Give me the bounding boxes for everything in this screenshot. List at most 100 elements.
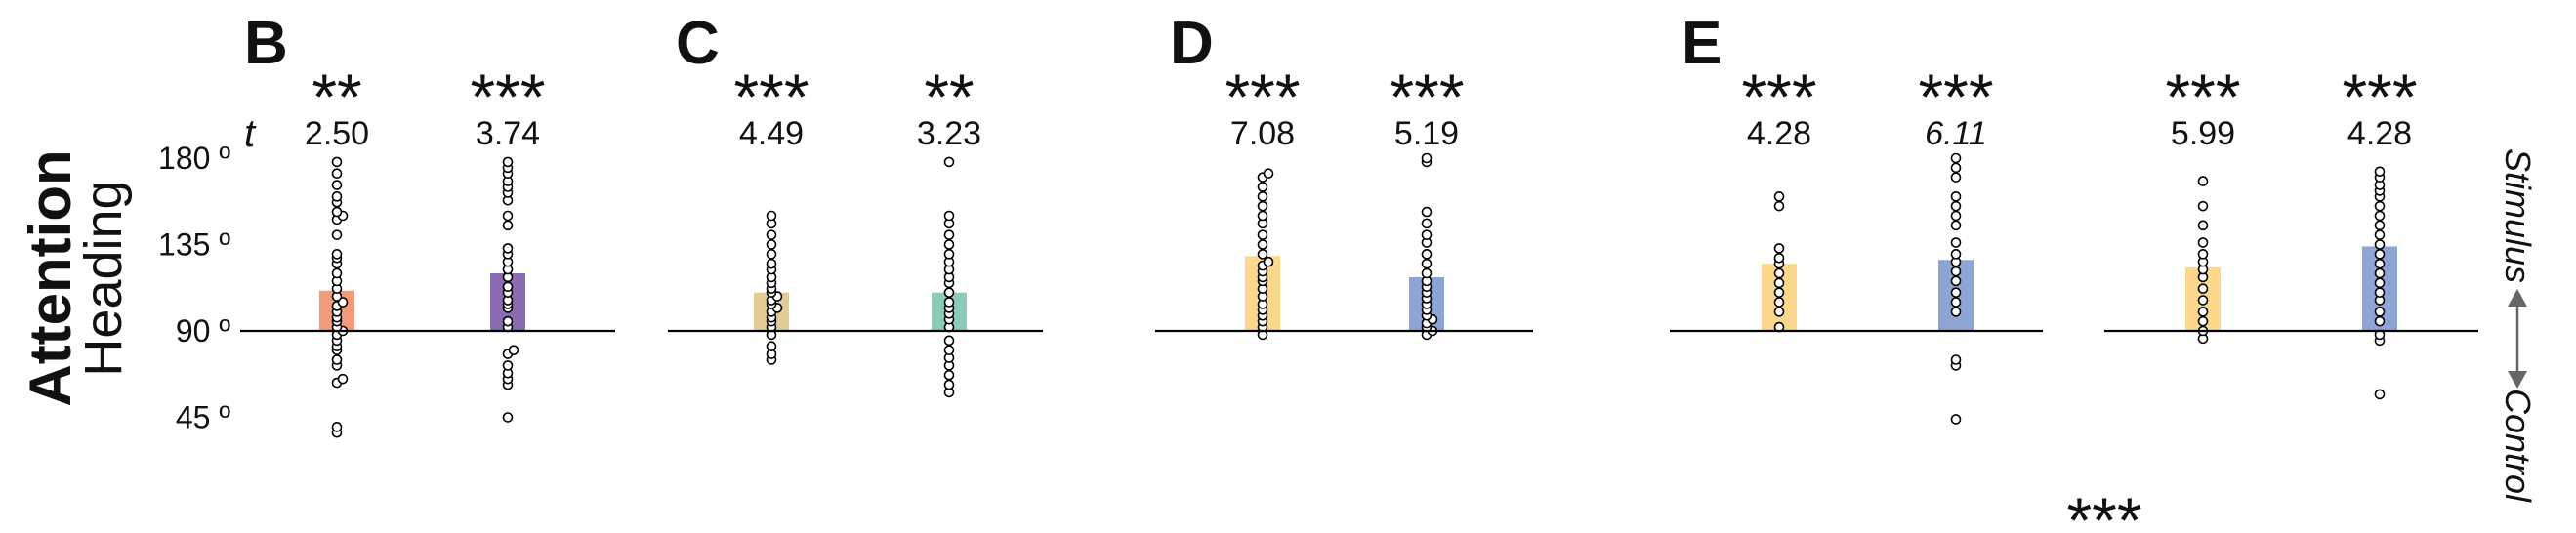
data-point: [502, 156, 514, 168]
significance-stars: ***: [1918, 61, 1993, 133]
data-point: [2374, 315, 2386, 327]
data-point: [2374, 287, 2386, 298]
panel-letter: D: [1170, 10, 1214, 77]
data-point: [1950, 414, 1962, 425]
data-point: [1421, 229, 1433, 240]
arrow-down-icon: [2508, 371, 2527, 389]
data-point: [1950, 354, 1962, 365]
data-point: [943, 239, 955, 250]
data-point: [2374, 166, 2386, 178]
data-point: [331, 422, 343, 432]
panel-letter: E: [1682, 10, 1722, 77]
data-point: [1950, 220, 1962, 231]
data-point: [2374, 267, 2386, 279]
significance-stars: ***: [2165, 61, 2240, 133]
data-point: [766, 210, 777, 222]
data-point: [1773, 277, 1785, 289]
data-point: [502, 220, 514, 231]
data-point: [1950, 266, 1962, 277]
data-point: [502, 210, 514, 222]
data-point: [1773, 287, 1785, 298]
significance-stars: ***: [1225, 61, 1300, 133]
data-point: [1950, 210, 1962, 222]
data-point: [508, 345, 519, 355]
data-point: [1773, 297, 1785, 308]
data-point: [331, 191, 343, 202]
data-point: [1950, 249, 1962, 260]
data-point: [943, 335, 955, 347]
data-point: [2374, 210, 2386, 222]
data-point: [1421, 267, 1433, 279]
data-point: [1773, 243, 1785, 254]
control-label: Control: [2498, 389, 2538, 503]
data-point: [331, 249, 343, 260]
data-point: [2374, 229, 2386, 240]
data-point: [2374, 389, 2386, 400]
panel-b: B **2.50 ***3.74: [240, 10, 615, 438]
data-point: [1257, 229, 1268, 240]
data-point: [1421, 152, 1433, 164]
data-point: [943, 287, 955, 298]
data-point: [2374, 277, 2386, 289]
data-point: [943, 156, 955, 168]
t-statistic-label: t: [244, 112, 257, 155]
panel-e: E***4.28***6.11: [1670, 10, 2043, 425]
data-point: [1257, 191, 1268, 202]
t-value: 2.50: [305, 115, 369, 152]
data-point: [943, 345, 955, 355]
stimulus-label: Stimulus: [2498, 148, 2538, 283]
data-point: [1950, 307, 1962, 317]
arrow-up-icon: [2508, 289, 2527, 307]
data-point: [943, 229, 955, 240]
data-point: [331, 180, 343, 190]
data-point: [502, 315, 514, 327]
t-value: 4.28: [2347, 115, 2412, 152]
significance-stars: ***: [1389, 61, 1464, 133]
data-point: [1263, 256, 1274, 267]
data-point: [1950, 297, 1962, 308]
data-point: [2197, 220, 2209, 231]
data-point: [331, 156, 343, 168]
data-point: [1257, 210, 1268, 222]
data-point: [1950, 200, 1962, 212]
data-point: [943, 369, 955, 381]
y-tick-label: 90 º: [176, 313, 230, 348]
data-point: [331, 229, 343, 240]
panel-letter: B: [244, 10, 288, 77]
data-point: [331, 354, 343, 365]
y-axis-title-group: Attention Heading: [18, 149, 133, 406]
significance-stars: ***: [2342, 61, 2417, 133]
data-point: [766, 239, 777, 250]
data-point: [1421, 249, 1433, 260]
data-point: [1773, 200, 1785, 212]
t-value: 4.49: [739, 115, 804, 152]
panel-e2: ***5.99***4.28: [2104, 61, 2478, 400]
data-point: [943, 210, 955, 222]
data-point: [1950, 275, 1962, 287]
data-point: [1950, 172, 1962, 183]
data-point: [2374, 307, 2386, 317]
y-axis-title-attention: Attention: [18, 149, 83, 406]
t-value: 3.74: [476, 115, 540, 152]
data-point: [337, 373, 349, 385]
data-point: [766, 249, 777, 260]
data-point: [1421, 206, 1433, 218]
data-point: [331, 206, 343, 218]
data-point: [766, 258, 777, 269]
data-point: [1950, 162, 1962, 174]
data-point: [1773, 252, 1785, 264]
data-point: [1421, 218, 1433, 229]
data-point: [331, 168, 343, 180]
significance-stars: ***: [470, 61, 545, 133]
data-point: [1257, 239, 1268, 250]
panels: B**2.50***3.74C***4.49**3.23D***7.08***5…: [240, 10, 2478, 438]
significance-stars: **: [924, 61, 974, 133]
y-axis-title-heading: Heading: [74, 180, 133, 376]
t-value: 3.23: [917, 115, 981, 152]
data-point: [1950, 191, 1962, 202]
data-point: [502, 412, 514, 423]
data-point: [2197, 176, 2209, 186]
data-point: [2197, 200, 2209, 212]
data-point: [943, 379, 955, 390]
